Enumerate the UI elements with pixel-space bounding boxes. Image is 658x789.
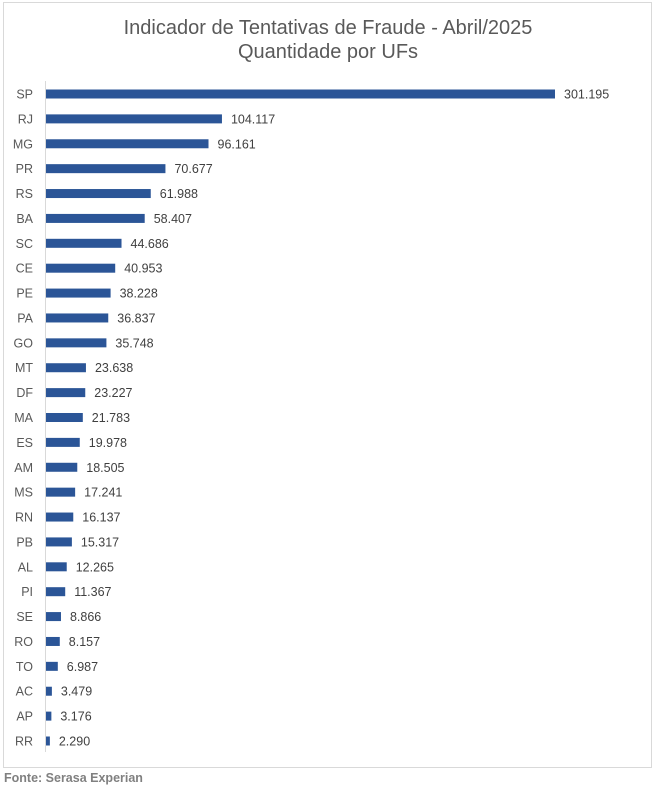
data-label: 15.317 [81,535,119,549]
category-label: SP [16,88,33,102]
category-label: MA [14,411,33,425]
data-label: 19.978 [89,436,127,450]
bar-ac [46,686,52,696]
category-label: PE [16,287,33,301]
bar-ro [46,636,60,646]
data-label: 44.686 [131,237,169,251]
data-label: 301.195 [564,88,609,102]
data-label: 3.176 [60,710,91,724]
data-label: 96.161 [218,137,256,151]
bar-ba [46,213,145,223]
data-label: 70.677 [174,162,212,176]
category-label: AC [16,685,33,699]
data-label: 6.987 [67,660,98,674]
data-label: 21.783 [92,411,130,425]
category-label: GO [14,336,34,350]
category-label: SC [16,237,33,251]
bar-ms [46,487,76,497]
bar-rs [46,189,151,199]
data-label: 23.227 [94,386,132,400]
data-label: 58.407 [154,212,192,226]
category-label: AP [16,710,33,724]
bar-al [46,562,67,572]
category-label: AM [14,461,33,475]
category-label: ES [16,436,33,450]
data-label: 8.157 [69,635,100,649]
data-label: 40.953 [124,262,162,276]
category-label: TO [16,660,33,674]
data-label: 35.748 [115,336,153,350]
data-label: 61.988 [160,187,198,201]
data-label: 12.265 [76,560,114,574]
bar-to [46,661,58,671]
bar-mt [46,363,86,373]
bar-ma [46,413,83,422]
data-label: 3.479 [61,685,92,699]
data-label: 2.290 [59,735,90,749]
category-label: MG [13,137,33,151]
category-label: MS [14,486,33,500]
category-label: AL [18,560,33,574]
category-label: PR [16,162,33,176]
bar-pa [46,313,109,323]
bar-es [46,437,80,447]
category-label: RJ [18,112,33,126]
data-label: 8.866 [70,610,101,624]
bar-pe [46,288,111,298]
category-label: MT [15,361,33,375]
chart-frame [3,2,652,768]
bar-ap [46,711,52,721]
bar-sp [46,89,555,99]
bar-df [46,388,86,398]
bar-am [46,462,78,472]
data-label: 18.505 [86,461,124,475]
data-label: 104.117 [231,112,275,126]
bar-mg [46,139,209,149]
bar-pb [46,537,72,547]
chart-title: Indicador de Tentativas de Fraude - Abri… [124,17,533,39]
data-label: 38.228 [120,287,158,301]
category-label: DF [16,386,33,400]
data-label: 11.367 [74,585,111,599]
bar-se [46,612,61,622]
bar-go [46,338,107,348]
chart-subtitle: Quantidade por UFs [238,41,418,63]
bar-rj [46,114,222,124]
category-label: SE [16,610,33,624]
category-label: CE [16,262,33,276]
category-label: RS [16,187,33,201]
category-label: BA [16,212,33,226]
category-label: RO [14,635,33,649]
category-label: PA [17,311,33,325]
bar-ce [46,263,116,273]
category-label: RR [15,735,33,749]
bar-sc [46,238,122,248]
bar-rr [46,736,50,746]
bar-pr [46,164,166,174]
data-label: 23.638 [95,361,133,375]
data-label: 36.837 [117,311,155,325]
data-label: 16.137 [82,511,120,525]
bar-rn [46,512,74,522]
bar-pi [46,587,66,597]
category-label: PB [16,535,33,549]
data-label: 17.241 [84,486,122,500]
category-label: RN [15,511,33,525]
source-note: Fonte: Serasa Experian [4,771,143,785]
category-label: PI [21,585,33,599]
